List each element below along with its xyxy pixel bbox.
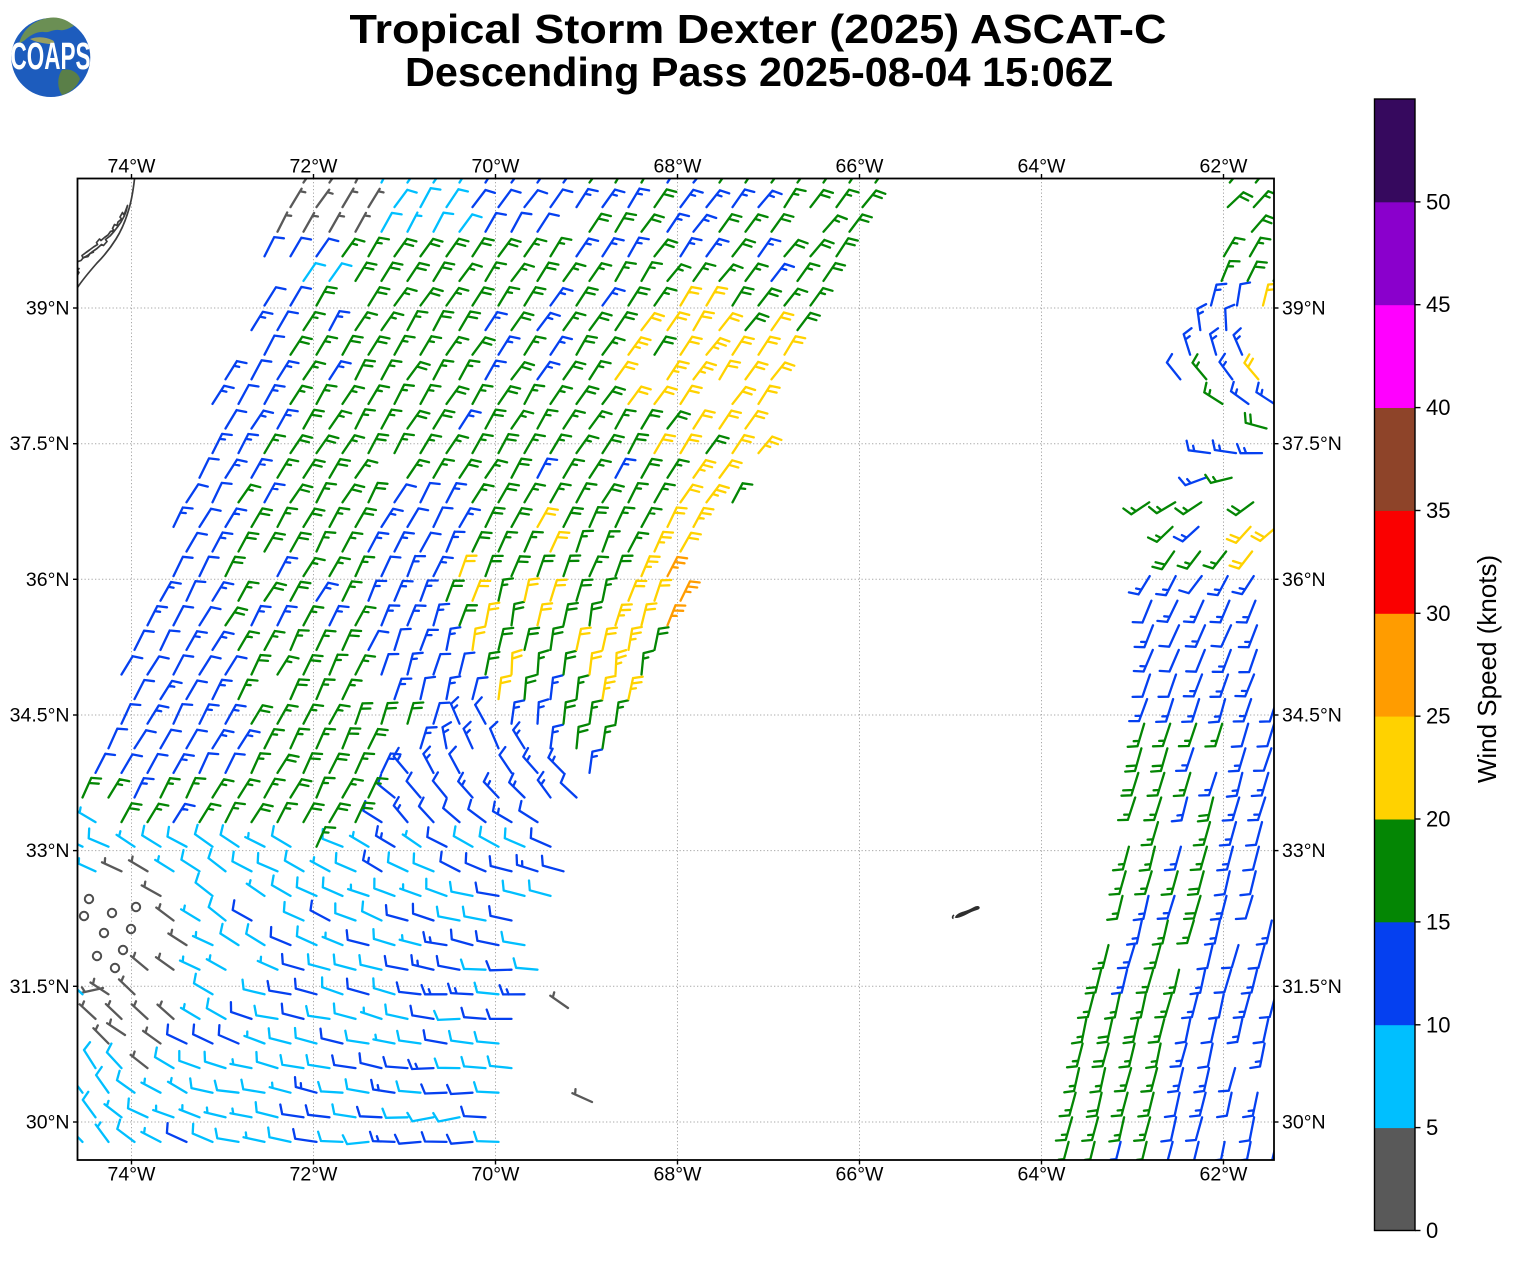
svg-text:72°W: 72°W xyxy=(290,156,338,178)
svg-text:15: 15 xyxy=(1426,909,1450,934)
svg-text:40: 40 xyxy=(1426,395,1450,420)
svg-text:62°W: 62°W xyxy=(1200,1164,1248,1186)
svg-text:66°W: 66°W xyxy=(836,156,884,178)
svg-text:39°N: 39°N xyxy=(26,298,70,320)
svg-text:70°W: 70°W xyxy=(472,156,520,178)
svg-text:5: 5 xyxy=(1426,1115,1438,1140)
svg-text:74°W: 74°W xyxy=(108,1164,156,1186)
svg-text:30°N: 30°N xyxy=(1282,1112,1326,1134)
svg-text:Wind Speed (knots): Wind Speed (knots) xyxy=(1472,555,1502,783)
svg-text:45: 45 xyxy=(1426,292,1450,317)
svg-text:0: 0 xyxy=(1426,1218,1438,1243)
svg-text:37.5°N: 37.5°N xyxy=(10,433,70,455)
svg-text:20: 20 xyxy=(1426,807,1450,832)
svg-text:33°N: 33°N xyxy=(26,840,70,862)
svg-text:34.5°N: 34.5°N xyxy=(10,705,70,727)
svg-text:31.5°N: 31.5°N xyxy=(10,976,70,998)
svg-text:25: 25 xyxy=(1426,704,1450,729)
svg-text:30°N: 30°N xyxy=(26,1112,70,1134)
svg-text:COAPS: COAPS xyxy=(11,36,91,78)
svg-text:10: 10 xyxy=(1426,1012,1450,1037)
svg-text:33°N: 33°N xyxy=(1282,840,1326,862)
svg-text:50: 50 xyxy=(1426,189,1450,214)
svg-text:34.5°N: 34.5°N xyxy=(1282,705,1342,727)
svg-text:62°W: 62°W xyxy=(1200,156,1248,178)
svg-text:74°W: 74°W xyxy=(108,156,156,178)
svg-text:70°W: 70°W xyxy=(472,1164,520,1186)
svg-text:37.5°N: 37.5°N xyxy=(1282,433,1342,455)
svg-text:30: 30 xyxy=(1426,601,1450,626)
svg-text:Descending Pass 2025-08-04 15:: Descending Pass 2025-08-04 15:06Z xyxy=(405,49,1113,95)
svg-text:39°N: 39°N xyxy=(1282,298,1326,320)
svg-text:36°N: 36°N xyxy=(26,569,70,591)
svg-text:Tropical Storm Dexter (2025) A: Tropical Storm Dexter (2025) ASCAT-C xyxy=(350,6,1167,52)
svg-text:36°N: 36°N xyxy=(1282,569,1326,591)
svg-text:64°W: 64°W xyxy=(1018,156,1066,178)
svg-text:64°W: 64°W xyxy=(1018,1164,1066,1186)
svg-text:35: 35 xyxy=(1426,498,1450,523)
svg-text:72°W: 72°W xyxy=(290,1164,338,1186)
svg-text:68°W: 68°W xyxy=(654,1164,702,1186)
svg-text:68°W: 68°W xyxy=(654,156,702,178)
svg-text:66°W: 66°W xyxy=(836,1164,884,1186)
svg-text:31.5°N: 31.5°N xyxy=(1282,976,1342,998)
